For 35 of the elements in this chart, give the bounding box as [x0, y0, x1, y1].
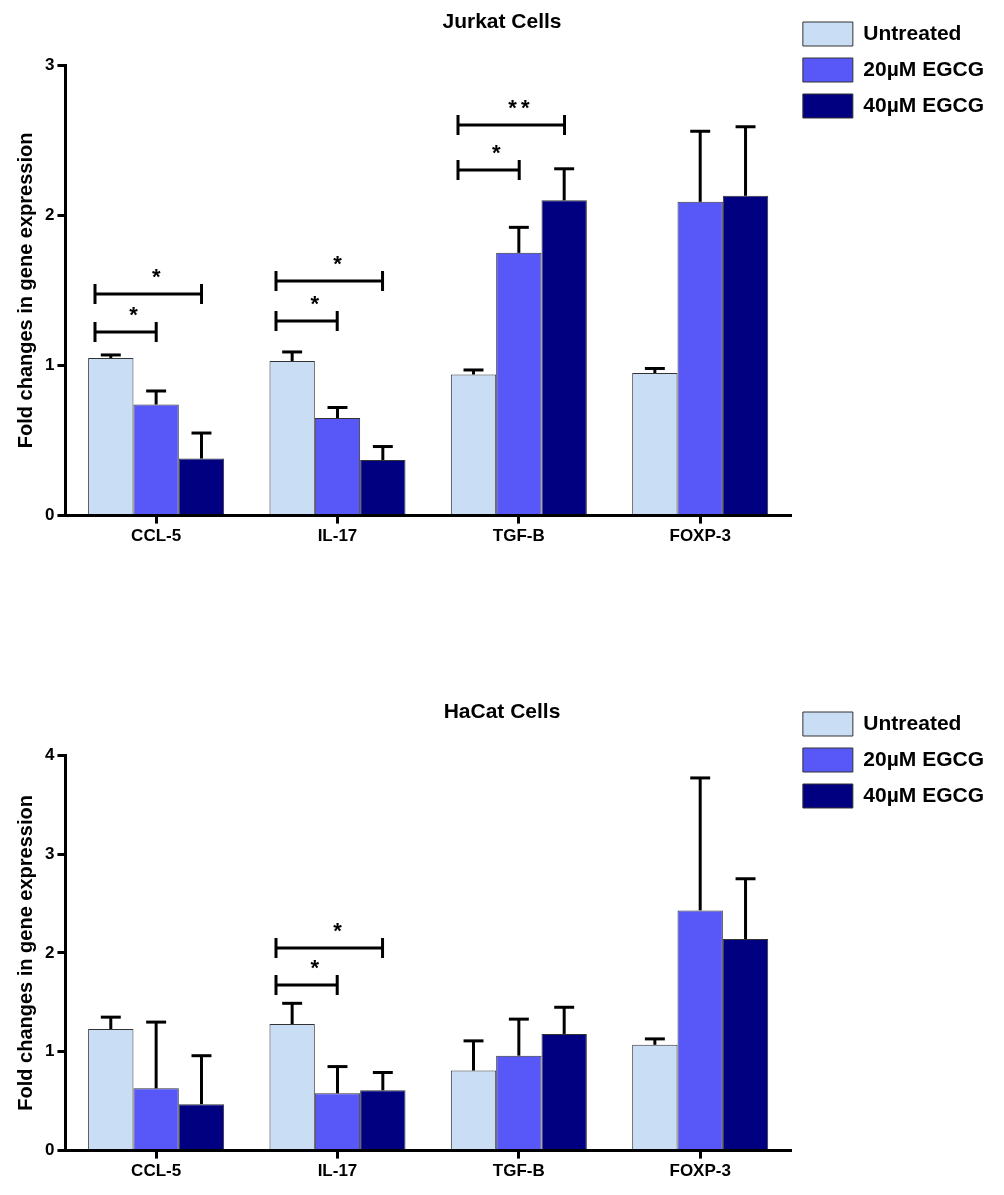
- y-tick-label: 3: [44, 843, 55, 863]
- y-tick-label: 2: [44, 942, 55, 962]
- legend-label: 20µM EGCG: [863, 56, 985, 80]
- annotation: *: [129, 302, 142, 329]
- x-tick-label: FOXP-3: [669, 526, 731, 546]
- annotation: *: [333, 918, 346, 945]
- legend-label: 20µM EGCG: [863, 746, 985, 770]
- annotation: *: [310, 954, 324, 981]
- annotation: **: [508, 95, 534, 122]
- x-tick-label: CCL-5: [131, 526, 182, 546]
- legend-label: 40µM EGCG: [863, 92, 985, 116]
- y-tick-label: 3: [44, 54, 55, 74]
- chart-title: Jurkat Cells: [442, 9, 562, 33]
- x-tick-label: TGF-B: [492, 526, 545, 546]
- annotation: *: [151, 263, 165, 290]
- x-tick-label: CCL-5: [131, 1161, 182, 1181]
- y-tick-label: 0: [44, 505, 55, 525]
- annotation: *: [491, 140, 505, 167]
- y-tick-label: 0: [44, 1140, 55, 1160]
- x-tick-label: TGF-B: [492, 1161, 545, 1181]
- y-axis-title: Fold changes in gene expression: [13, 795, 36, 1111]
- x-tick-label: IL-17: [317, 526, 358, 546]
- legend-label: Untreated: [863, 20, 962, 44]
- x-tick-label: FOXP-3: [669, 1161, 731, 1181]
- y-tick-label: 2: [44, 205, 55, 225]
- y-tick-label: 1: [44, 1041, 55, 1061]
- legend-label: 40µM EGCG: [863, 782, 985, 806]
- y-axis-title: Fold changes in gene expression: [13, 132, 36, 449]
- x-tick-label: IL-17: [317, 1161, 358, 1181]
- chart-title: HaCat Cells: [443, 699, 561, 723]
- y-tick-label: 1: [44, 355, 55, 375]
- annotation: *: [310, 290, 324, 317]
- legend-label: Untreated: [863, 710, 962, 734]
- annotation: *: [333, 251, 346, 278]
- y-tick-label: 4: [44, 744, 55, 764]
